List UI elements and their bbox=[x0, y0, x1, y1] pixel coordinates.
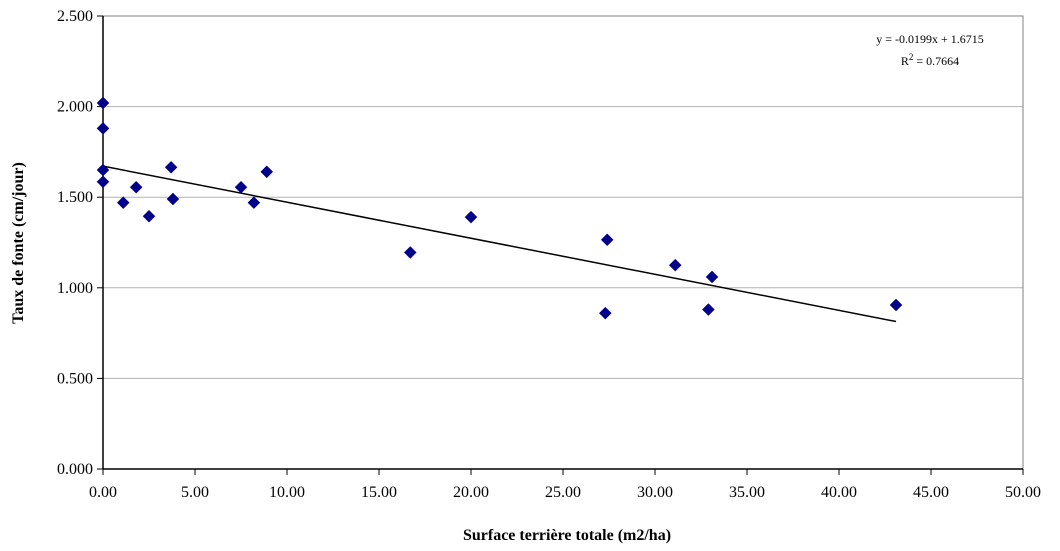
data-point-13 bbox=[464, 210, 478, 224]
data-point-4 bbox=[116, 196, 130, 209]
y-tick-labels: 0.000 0.500 1.000 1.500 2.000 2.500 bbox=[57, 8, 103, 478]
y-axis-title: Taux de fonte (cm/jour) bbox=[10, 162, 27, 324]
x-tick-label-2: 10.00 bbox=[269, 484, 305, 501]
data-point-19 bbox=[889, 298, 903, 312]
x-tick-label-10: 50.00 bbox=[1005, 484, 1041, 501]
data-point-18 bbox=[705, 270, 719, 284]
y-tick-label-1: 0.500 bbox=[57, 370, 93, 387]
axes bbox=[102, 15, 1024, 470]
x-axis-title: Surface terrière totale (m2/ha) bbox=[463, 527, 671, 544]
data-point-3 bbox=[96, 175, 110, 189]
data-point-5 bbox=[129, 180, 143, 194]
r-squared-superscript: 2 bbox=[909, 52, 914, 62]
y-tick-label-0: 0.000 bbox=[57, 461, 93, 478]
y-tick-label-2: 1.000 bbox=[57, 280, 93, 297]
y-tick-label-5: 2.500 bbox=[57, 8, 93, 25]
data-point-0 bbox=[96, 96, 110, 110]
x-tick-labels: 0.00 5.00 10.00 15.00 20.00 25.00 30.00 35.00 40… bbox=[89, 469, 1041, 501]
data-point-6 bbox=[142, 209, 156, 223]
data-point-12 bbox=[403, 246, 417, 259]
y-tick-label-3: 1.500 bbox=[57, 189, 93, 206]
x-tick-label-4: 20.00 bbox=[453, 484, 489, 501]
x-tick-label-7: 35.00 bbox=[729, 484, 765, 501]
trendline bbox=[102, 165, 897, 323]
data-point-15 bbox=[600, 233, 614, 247]
data-point-1 bbox=[96, 121, 110, 135]
y-tick-label-4: 2.000 bbox=[57, 99, 93, 116]
x-tick-label-9: 45.00 bbox=[913, 484, 949, 501]
trendline-group bbox=[102, 165, 897, 323]
data-point-9 bbox=[234, 180, 248, 194]
data-point-11 bbox=[260, 165, 274, 179]
x-tick-label-1: 5.00 bbox=[181, 484, 209, 501]
r-squared-prefix: R bbox=[901, 54, 909, 68]
r-squared-value: = 0.7664 bbox=[913, 54, 959, 68]
x-tick-label-5: 25.00 bbox=[545, 484, 581, 501]
r-squared: R2 = 0.7664 bbox=[901, 52, 959, 68]
data-point-2 bbox=[96, 163, 110, 177]
plot-border bbox=[102, 15, 1024, 470]
data-point-14 bbox=[598, 306, 612, 320]
data-point-16 bbox=[668, 258, 682, 272]
x-tick-label-3: 15.00 bbox=[361, 484, 397, 501]
data-point-17 bbox=[702, 303, 715, 316]
x-tick-label-0: 0.00 bbox=[89, 484, 117, 501]
x-tick-label-6: 30.00 bbox=[637, 484, 673, 501]
data-points bbox=[96, 96, 903, 320]
data-point-7 bbox=[164, 160, 178, 174]
gridlines bbox=[103, 15, 1023, 379]
trendline-equation: y = -0.0199x + 1.6715 bbox=[876, 32, 984, 46]
x-tick-label-8: 40.00 bbox=[821, 484, 857, 501]
data-point-8 bbox=[166, 192, 180, 206]
data-point-10 bbox=[247, 196, 261, 209]
